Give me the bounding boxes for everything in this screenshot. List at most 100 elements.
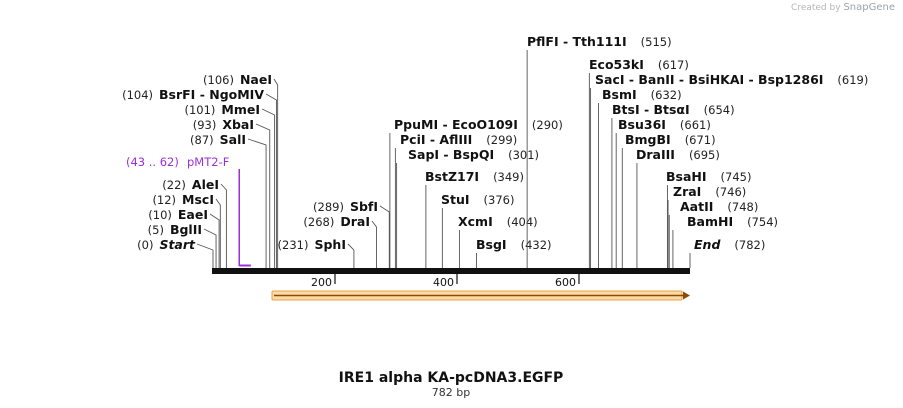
site-connector xyxy=(273,78,279,268)
primer-pmt2-f[interactable]: (43 .. 62) pMT2-F xyxy=(126,155,251,267)
site-msci[interactable]: MscI (12) xyxy=(152,192,221,268)
site-position: (617) xyxy=(658,58,689,72)
site-drai[interactable]: DraI (268) xyxy=(303,214,377,268)
site-name: XbaI xyxy=(222,117,254,132)
site-name: PciI - AflIII xyxy=(400,132,472,147)
site-bsgi[interactable]: BsgI (432) xyxy=(476,237,552,268)
site-name: Bsu36I xyxy=(618,117,666,132)
site-position: (654) xyxy=(704,103,735,117)
site-position: (515) xyxy=(641,35,672,49)
site-end[interactable]: End (782) xyxy=(689,237,765,268)
site-name: BsrFI - NgoMIV xyxy=(159,87,264,102)
site-name: SbfI xyxy=(350,199,378,214)
site-name: DraI xyxy=(340,214,370,229)
site-sbfi[interactable]: SbfI (289) xyxy=(313,199,390,268)
site-xcmi[interactable]: XcmI (404) xyxy=(458,214,538,268)
site-connector xyxy=(215,198,221,268)
site-connector xyxy=(255,123,271,268)
site-bstz17i[interactable]: BstZ17I (349) xyxy=(425,169,524,268)
site-name: BglII xyxy=(170,222,202,237)
site-name: PflFI - Tth111I xyxy=(527,34,627,49)
site-position: (268) xyxy=(303,215,334,229)
snapgene-logo: SnapGene xyxy=(843,2,895,13)
site-start[interactable]: Start (0) xyxy=(137,237,214,268)
site-connector xyxy=(247,138,267,268)
site-mmei[interactable]: MmeI (101) xyxy=(184,102,276,268)
site-draiii[interactable]: DraIII (695) xyxy=(636,147,720,268)
site-connector xyxy=(347,243,355,268)
site-bsahi[interactable]: BsaHI (745) xyxy=(666,169,751,268)
site-position: (93) xyxy=(193,118,217,132)
site-position: (5) xyxy=(148,223,164,237)
site-name: SapI - BspQI xyxy=(408,147,494,162)
site-name: PpuMI - EcoO109I xyxy=(394,117,518,132)
site-pflfi-tth111i[interactable]: PflFI - Tth111I (515) xyxy=(526,34,672,268)
site-connector xyxy=(196,243,214,268)
site-position: (619) xyxy=(837,73,868,87)
site-name: AatII xyxy=(680,199,713,214)
site-position: (661) xyxy=(680,118,711,132)
site-position: (746) xyxy=(715,185,746,199)
site-saci-banii-bsihkai-bsp1286i[interactable]: SacI - BanII - BsiHKAI - Bsp1286I (619) xyxy=(590,72,869,268)
site-name: SphI xyxy=(314,237,346,252)
site-position: (87) xyxy=(190,133,214,147)
site-alei[interactable]: AleI (22) xyxy=(162,177,227,268)
site-bsrfi-ngomiv[interactable]: BsrFI - NgoMIV (104) xyxy=(122,87,277,268)
sequence-title: IRE1 alpha KA-pcDNA3.EGFP xyxy=(339,370,564,386)
site-position: (231) xyxy=(278,238,309,252)
site-sphi[interactable]: SphI (231) xyxy=(278,237,355,268)
site-eaei[interactable]: EaeI (10) xyxy=(148,207,220,268)
site-name: DraIII xyxy=(636,147,675,162)
site-name: BtsI - BtsαI xyxy=(612,102,690,117)
site-position: (695) xyxy=(689,148,720,162)
site-name: EaeI xyxy=(178,207,208,222)
site-name: ZraI xyxy=(673,184,701,199)
site-bmgbi[interactable]: BmgBI (671) xyxy=(621,132,716,268)
site-position: (754) xyxy=(747,215,778,229)
site-eco53ki[interactable]: Eco53kI (617) xyxy=(588,57,689,268)
site-position: (22) xyxy=(162,178,186,192)
site-name: BstZ17I xyxy=(425,169,479,184)
site-name: MscI xyxy=(182,192,214,207)
site-bsmi[interactable]: BsmI (632) xyxy=(598,87,682,268)
site-connector xyxy=(209,213,220,268)
site-position: (0) xyxy=(137,238,153,252)
site-zrai[interactable]: ZraI (746) xyxy=(667,184,746,268)
site-position: (10) xyxy=(148,208,172,222)
scale-ticks: 200 400 600 xyxy=(311,274,580,289)
site-xbai[interactable]: XbaI (93) xyxy=(193,117,271,268)
site-name: BsaHI xyxy=(666,169,707,184)
restriction-sites: Start (0) BglII (5) EaeI (10) MscI (12) AleI (22)… xyxy=(122,34,868,268)
site-position: (301) xyxy=(508,148,539,162)
site-position: (106) xyxy=(203,73,234,87)
site-name: Start xyxy=(159,237,196,252)
site-name: BsgI xyxy=(476,237,507,252)
site-name: AleI xyxy=(192,177,219,192)
scale-tick-label: 200 xyxy=(311,276,332,289)
primer-range: (43 .. 62) xyxy=(126,155,179,169)
site-position: (745) xyxy=(721,170,752,184)
site-bsu36i[interactable]: Bsu36I (661) xyxy=(615,117,711,268)
site-name: SacI - BanII - BsiHKAI - Bsp1286I xyxy=(595,72,823,87)
snapgene-credit: Created by SnapGene xyxy=(791,2,895,13)
site-bglii[interactable]: BglII (5) xyxy=(148,222,217,268)
site-stui[interactable]: StuI (376) xyxy=(441,192,514,268)
site-sapi-bspqi[interactable]: SapI - BspQI (301) xyxy=(396,147,539,268)
site-btsi-bts-i[interactable]: BtsI - BtsαI (654) xyxy=(611,102,735,268)
site-name: End xyxy=(694,237,721,252)
site-pcii-afliii[interactable]: PciI - AflIII (299) xyxy=(394,132,517,268)
site-ppumi-ecoo109i[interactable]: PpuMI - EcoO109I (290) xyxy=(389,117,563,268)
site-aatii[interactable]: AatII (748) xyxy=(668,199,758,268)
site-connector xyxy=(203,228,217,268)
site-name: Eco53kI xyxy=(589,57,644,72)
feature-arrow[interactable] xyxy=(271,290,690,301)
site-name: BsmI xyxy=(602,87,637,102)
site-bamhi[interactable]: BamHI (754) xyxy=(672,214,778,268)
site-naei[interactable]: NaeI (106) xyxy=(203,72,279,268)
site-name: BamHI xyxy=(687,214,733,229)
site-name: XcmI xyxy=(458,214,493,229)
site-sali[interactable]: SalI (87) xyxy=(190,132,267,268)
site-position: (299) xyxy=(486,133,517,147)
site-position: (12) xyxy=(152,193,176,207)
